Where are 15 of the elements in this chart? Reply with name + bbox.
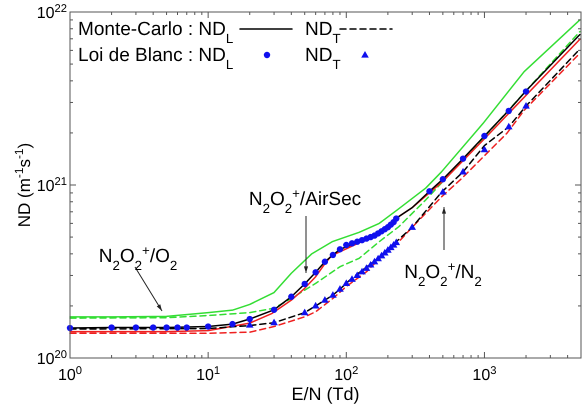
x-tick-label: 10$^{1}$ — [196, 365, 220, 384]
y-tick-label: 10$^{21}$ — [36, 176, 67, 195]
legend-label: ND$_{T}$ — [305, 19, 341, 46]
legend-label: Monte-Carlo : ND$_{L}$ — [78, 19, 234, 46]
x-tick-label: 10$^{0}$ — [58, 365, 82, 384]
annotation: N$_{2}$O$_{2}$$^{+}$/O$_{2}$ — [98, 242, 178, 272]
annotation: N$_{2}$O$_{2}$$^{+}$/AirSec — [248, 186, 362, 216]
legend-label: Loi de Blanc : ND$_{L}$ — [78, 45, 234, 72]
y-tick-label: 10$^{20}$ — [36, 349, 67, 368]
y-tick-label: 10$^{22}$ — [36, 3, 67, 22]
annotation: N$_{2}$O$_{2}$$^{+}$/N$_{2}$ — [404, 258, 482, 288]
legend-label: ND$_{T}$ — [305, 45, 341, 72]
x-tick-label: 10$^{3}$ — [472, 365, 496, 384]
x-axis-title: E/N (Td) — [291, 384, 360, 404]
x-tick-label: 10$^{2}$ — [334, 365, 358, 384]
